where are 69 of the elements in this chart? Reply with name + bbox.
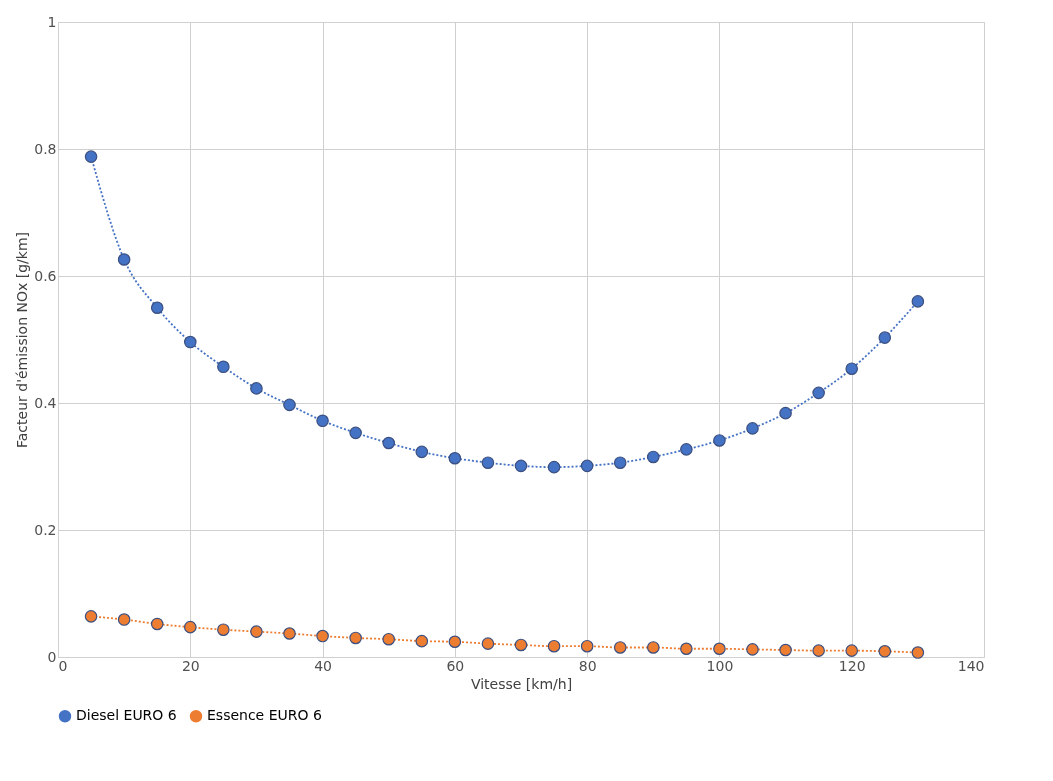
- point: [746, 643, 759, 656]
- x-tick-label: 140: [957, 657, 985, 674]
- point: [911, 646, 925, 659]
- point: [646, 641, 660, 654]
- point: [680, 443, 693, 456]
- point: [382, 632, 396, 646]
- point: [646, 450, 660, 464]
- point: [514, 638, 528, 652]
- x-tick-label: 40: [314, 657, 332, 674]
- point: [779, 406, 792, 420]
- y-axis-title: Facteur d'émission NOx [g/km]: [14, 232, 31, 448]
- point: [150, 617, 164, 631]
- point: [150, 301, 164, 315]
- x-tick-label: 80: [578, 657, 597, 674]
- point: [580, 639, 594, 653]
- x-tick-label: 120: [838, 657, 866, 674]
- point: [183, 620, 197, 634]
- point: [613, 456, 627, 469]
- point: [84, 150, 98, 163]
- point: [713, 642, 726, 656]
- point: [283, 398, 296, 412]
- point: [481, 637, 495, 650]
- point: [878, 331, 892, 344]
- point: [183, 335, 197, 349]
- point: [547, 460, 561, 474]
- point: [746, 422, 759, 435]
- x-tick-label: 60: [446, 657, 465, 674]
- point: [845, 362, 859, 375]
- point: [514, 459, 528, 473]
- point: [349, 631, 362, 645]
- legend-label: Essence EURO 6: [207, 707, 322, 724]
- y-tick-label: 0.8: [34, 140, 57, 157]
- point: [580, 459, 594, 473]
- point: [217, 360, 230, 374]
- y-tick-label: 1: [47, 13, 57, 30]
- y-tick-label: 0.4: [34, 394, 57, 411]
- point: [283, 627, 296, 640]
- point: [415, 634, 429, 648]
- point: [84, 610, 98, 623]
- point: [349, 426, 362, 440]
- x-tick-label: 20: [181, 657, 200, 674]
- point: [316, 629, 329, 643]
- x-tick-label: 0: [58, 657, 68, 674]
- x-tick-label: 100: [706, 657, 734, 674]
- point: [547, 639, 561, 653]
- point: [448, 635, 462, 649]
- point: [911, 295, 925, 308]
- point: [382, 436, 396, 450]
- point: [250, 625, 263, 638]
- point: [448, 451, 462, 465]
- point: [217, 623, 230, 636]
- point: [316, 414, 329, 428]
- point: [613, 641, 627, 654]
- point: [481, 456, 495, 469]
- point: [845, 644, 859, 657]
- point: [117, 613, 131, 626]
- point: [117, 253, 131, 266]
- point: [680, 642, 693, 656]
- point: [779, 643, 792, 657]
- legend-label: Diesel EURO 6: [76, 707, 177, 724]
- point: [713, 434, 726, 447]
- point: [812, 644, 825, 657]
- point: [415, 445, 429, 459]
- point: [250, 382, 263, 395]
- y-tick-label: 0.6: [34, 267, 57, 284]
- x-axis-title: Vitesse [km/h]: [470, 675, 573, 692]
- point: [812, 386, 825, 400]
- point: [878, 645, 892, 658]
- y-tick-label: 0.2: [34, 521, 57, 538]
